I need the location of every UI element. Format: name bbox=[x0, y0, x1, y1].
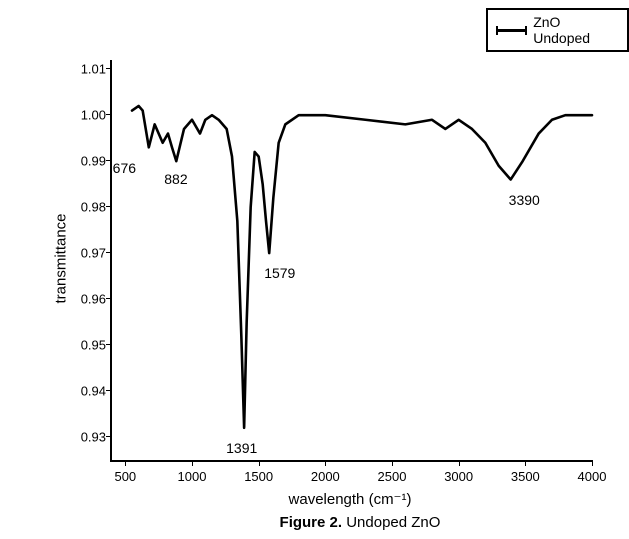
y-tick bbox=[106, 114, 112, 115]
y-tick-label: 0.96 bbox=[68, 292, 106, 307]
peak-label: 882 bbox=[164, 171, 187, 187]
figure-caption: Figure 2. Undoped ZnO bbox=[250, 514, 470, 531]
x-tick-label: 2000 bbox=[311, 469, 340, 484]
peak-label: 676 bbox=[113, 160, 136, 176]
y-tick bbox=[106, 68, 112, 69]
y-tick bbox=[106, 298, 112, 299]
x-tick-label: 4000 bbox=[578, 469, 607, 484]
x-tick bbox=[525, 460, 526, 466]
y-tick-label: 0.94 bbox=[68, 384, 106, 399]
y-axis-label: transmittance bbox=[53, 213, 70, 303]
figure-container: ZnO Undoped 5001000150020002500300035004… bbox=[0, 0, 629, 539]
x-tick bbox=[392, 460, 393, 466]
legend-label: ZnO Undoped bbox=[533, 14, 619, 46]
x-tick bbox=[259, 460, 260, 466]
y-tick bbox=[106, 252, 112, 253]
x-tick-label: 500 bbox=[114, 469, 136, 484]
caption-text: Undoped ZnO bbox=[342, 514, 440, 531]
peak-label: 1391 bbox=[226, 440, 257, 456]
y-tick-label: 0.98 bbox=[68, 200, 106, 215]
x-tick-label: 2500 bbox=[378, 469, 407, 484]
caption-prefix: Figure 2. bbox=[280, 514, 343, 531]
x-tick bbox=[125, 460, 126, 466]
y-tick bbox=[106, 390, 112, 391]
x-tick-label: 3000 bbox=[444, 469, 473, 484]
x-tick bbox=[192, 460, 193, 466]
legend-box: ZnO Undoped bbox=[486, 8, 629, 52]
y-tick-label: 0.95 bbox=[68, 338, 106, 353]
y-tick-label: 0.93 bbox=[68, 430, 106, 445]
y-tick-label: 1.00 bbox=[68, 108, 106, 123]
x-tick-label: 1500 bbox=[244, 469, 273, 484]
x-tick-label: 1000 bbox=[178, 469, 207, 484]
y-tick bbox=[106, 344, 112, 345]
peak-label: 1579 bbox=[264, 265, 295, 281]
spectrum-line bbox=[112, 60, 592, 460]
x-tick bbox=[592, 460, 593, 466]
y-tick-label: 0.99 bbox=[68, 154, 106, 169]
peak-label: 3390 bbox=[509, 192, 540, 208]
y-tick bbox=[106, 160, 112, 161]
x-tick-label: 3500 bbox=[511, 469, 540, 484]
y-tick bbox=[106, 206, 112, 207]
legend-line-swatch bbox=[496, 29, 527, 32]
x-tick bbox=[459, 460, 460, 466]
y-tick-label: 1.01 bbox=[68, 62, 106, 77]
y-tick bbox=[106, 436, 112, 437]
x-axis-label: wavelength (cm⁻¹) bbox=[270, 490, 430, 508]
plot-area: 50010001500200025003000350040000.930.940… bbox=[110, 60, 592, 462]
x-tick bbox=[325, 460, 326, 466]
y-tick-label: 0.97 bbox=[68, 246, 106, 261]
